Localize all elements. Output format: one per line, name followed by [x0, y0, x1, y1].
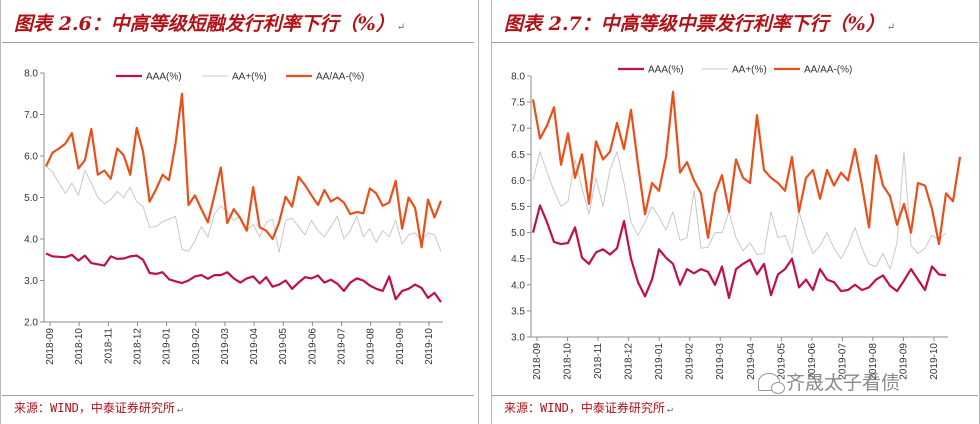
right-source-text: 来源：WIND，中泰证券研究所 [504, 401, 665, 415]
return-mark-icon: ↵ [886, 22, 896, 33]
title-divider [492, 42, 978, 43]
series-line-aaa [531, 204, 947, 299]
watermark: 齐晟太子看债 [758, 368, 900, 395]
x-tick-label: 2018-12 [132, 328, 143, 365]
y-tick-label: 5.0 [24, 193, 38, 204]
x-tick-label: 2019-07 [837, 343, 848, 380]
y-tick-label: 4.5 [511, 254, 525, 265]
wechat-icon [758, 372, 785, 394]
left-source-text: 来源：WIND，中泰证券研究所 [14, 401, 175, 415]
x-tick-label: 2018-11 [103, 328, 114, 364]
x-tick-label: 2019-03 [715, 343, 726, 380]
right-chart: 8.0 7.5 7.0 6.5 6.0 5.5 5.0 4.5 4.0 3.5 3.0 2018-09… [511, 65, 962, 380]
x-tick-label: 2019-02 [191, 328, 202, 365]
y-tick-label: 6.0 [24, 152, 38, 163]
x-tick-label: 2019-01 [654, 343, 665, 380]
x-tick-label: 2018-10 [563, 343, 574, 380]
x-tick-label: 2018-10 [74, 328, 85, 365]
x-tick-label: 2019-09 [898, 343, 909, 380]
x-tick-label: 2019-08 [868, 343, 879, 380]
legend-label: AA/AA-(%) [804, 65, 852, 76]
source-divider [2, 395, 474, 396]
series-line-aa-plus [532, 151, 947, 270]
return-mark-icon: ↵ [396, 22, 406, 33]
legend-label: AA/AA-(%) [316, 72, 364, 83]
return-mark-icon: ↵ [666, 404, 673, 415]
y-tick-label: 5.0 [511, 228, 525, 239]
source-divider [492, 395, 978, 396]
legend-label: AAA(%) [648, 65, 684, 76]
x-tick-label: 2019-05 [278, 328, 289, 365]
x-tick-label: 2019-01 [162, 328, 173, 365]
x-tick-label: 2019-03 [220, 328, 231, 365]
y-tick-label: 2.0 [24, 318, 38, 329]
y-tick-label: 3.0 [24, 276, 38, 287]
x-tick-label: 2018-11 [593, 343, 604, 379]
right-panel-title: 图表 2.7：中高等级中票发行利率下行（%） ↵ [504, 9, 895, 36]
y-tick-label: 6.0 [511, 176, 525, 187]
watermark-text: 齐晟太子看债 [786, 372, 901, 394]
y-tick-label: 7.5 [511, 98, 525, 109]
y-tick-label: 5.5 [511, 202, 525, 213]
x-tick-label: 2018-12 [624, 343, 635, 380]
legend-label: AA+(%) [232, 72, 267, 83]
x-tick-label: 2019-02 [685, 343, 696, 380]
x-tick-label: 2019-07 [337, 328, 348, 365]
x-tick-label: 2018-09 [532, 343, 543, 380]
x-tick-label: 2019-09 [395, 328, 406, 365]
x-tick-label: 2019-06 [807, 343, 818, 380]
legend-label: AAA(%) [146, 72, 182, 83]
x-tick-label: 2019-06 [307, 328, 318, 365]
legend-label: AA+(%) [732, 65, 767, 76]
y-tick-label: 8.0 [511, 72, 525, 83]
x-tick-label: 2019-04 [746, 343, 757, 380]
left-panel: 图表 2.6：中高等级短融发行利率下行（%） ↵ 8.0 7.0 6.0 5.0 4.0 3… [0, 0, 478, 424]
series-line-aa-plus [45, 166, 442, 253]
left-title-text: 图表 2.6：中高等级短融发行利率下行（%） [14, 13, 395, 35]
left-chart: 8.0 7.0 6.0 5.0 4.0 3.0 2.0 2018-09 2018-10 2018-… [24, 69, 443, 365]
return-mark-icon: ↵ [176, 404, 183, 415]
series-line-aaa [45, 252, 442, 303]
series-line-aa-aa-minus [45, 92, 443, 249]
y-tick-label: 7.0 [511, 124, 525, 135]
left-source: 来源：WIND，中泰证券研究所 ↵ [14, 399, 183, 416]
x-tick-label: 2018-09 [45, 328, 56, 365]
series-line-aa-aa-minus [531, 90, 962, 246]
y-tick-label: 4.0 [511, 280, 525, 291]
right-title-text: 图表 2.7：中高等级中票发行利率下行（%） [504, 13, 885, 35]
right-source: 来源：WIND，中泰证券研究所 ↵ [504, 399, 673, 416]
y-tick-label: 3.0 [511, 333, 525, 344]
y-tick-label: 6.5 [511, 150, 525, 161]
y-tick-label: 3.5 [511, 306, 525, 317]
x-tick-label: 2019-04 [249, 328, 260, 365]
y-tick-label: 7.0 [24, 110, 38, 121]
x-tick-label: 2019-10 [929, 343, 940, 380]
x-tick-label: 2019-08 [366, 328, 377, 365]
y-tick-label: 8.0 [24, 69, 38, 80]
y-tick-label: 4.0 [24, 235, 38, 246]
x-tick-label: 2019-10 [424, 328, 435, 365]
x-tick-label: 2019-05 [776, 343, 787, 380]
left-panel-title: 图表 2.6：中高等级短融发行利率下行（%） ↵ [14, 9, 405, 36]
right-panel: 图表 2.7：中高等级中票发行利率下行（%） ↵ 8.0 7.5 7.0 6.5 6.0 5… [490, 0, 980, 424]
title-divider [2, 42, 474, 43]
